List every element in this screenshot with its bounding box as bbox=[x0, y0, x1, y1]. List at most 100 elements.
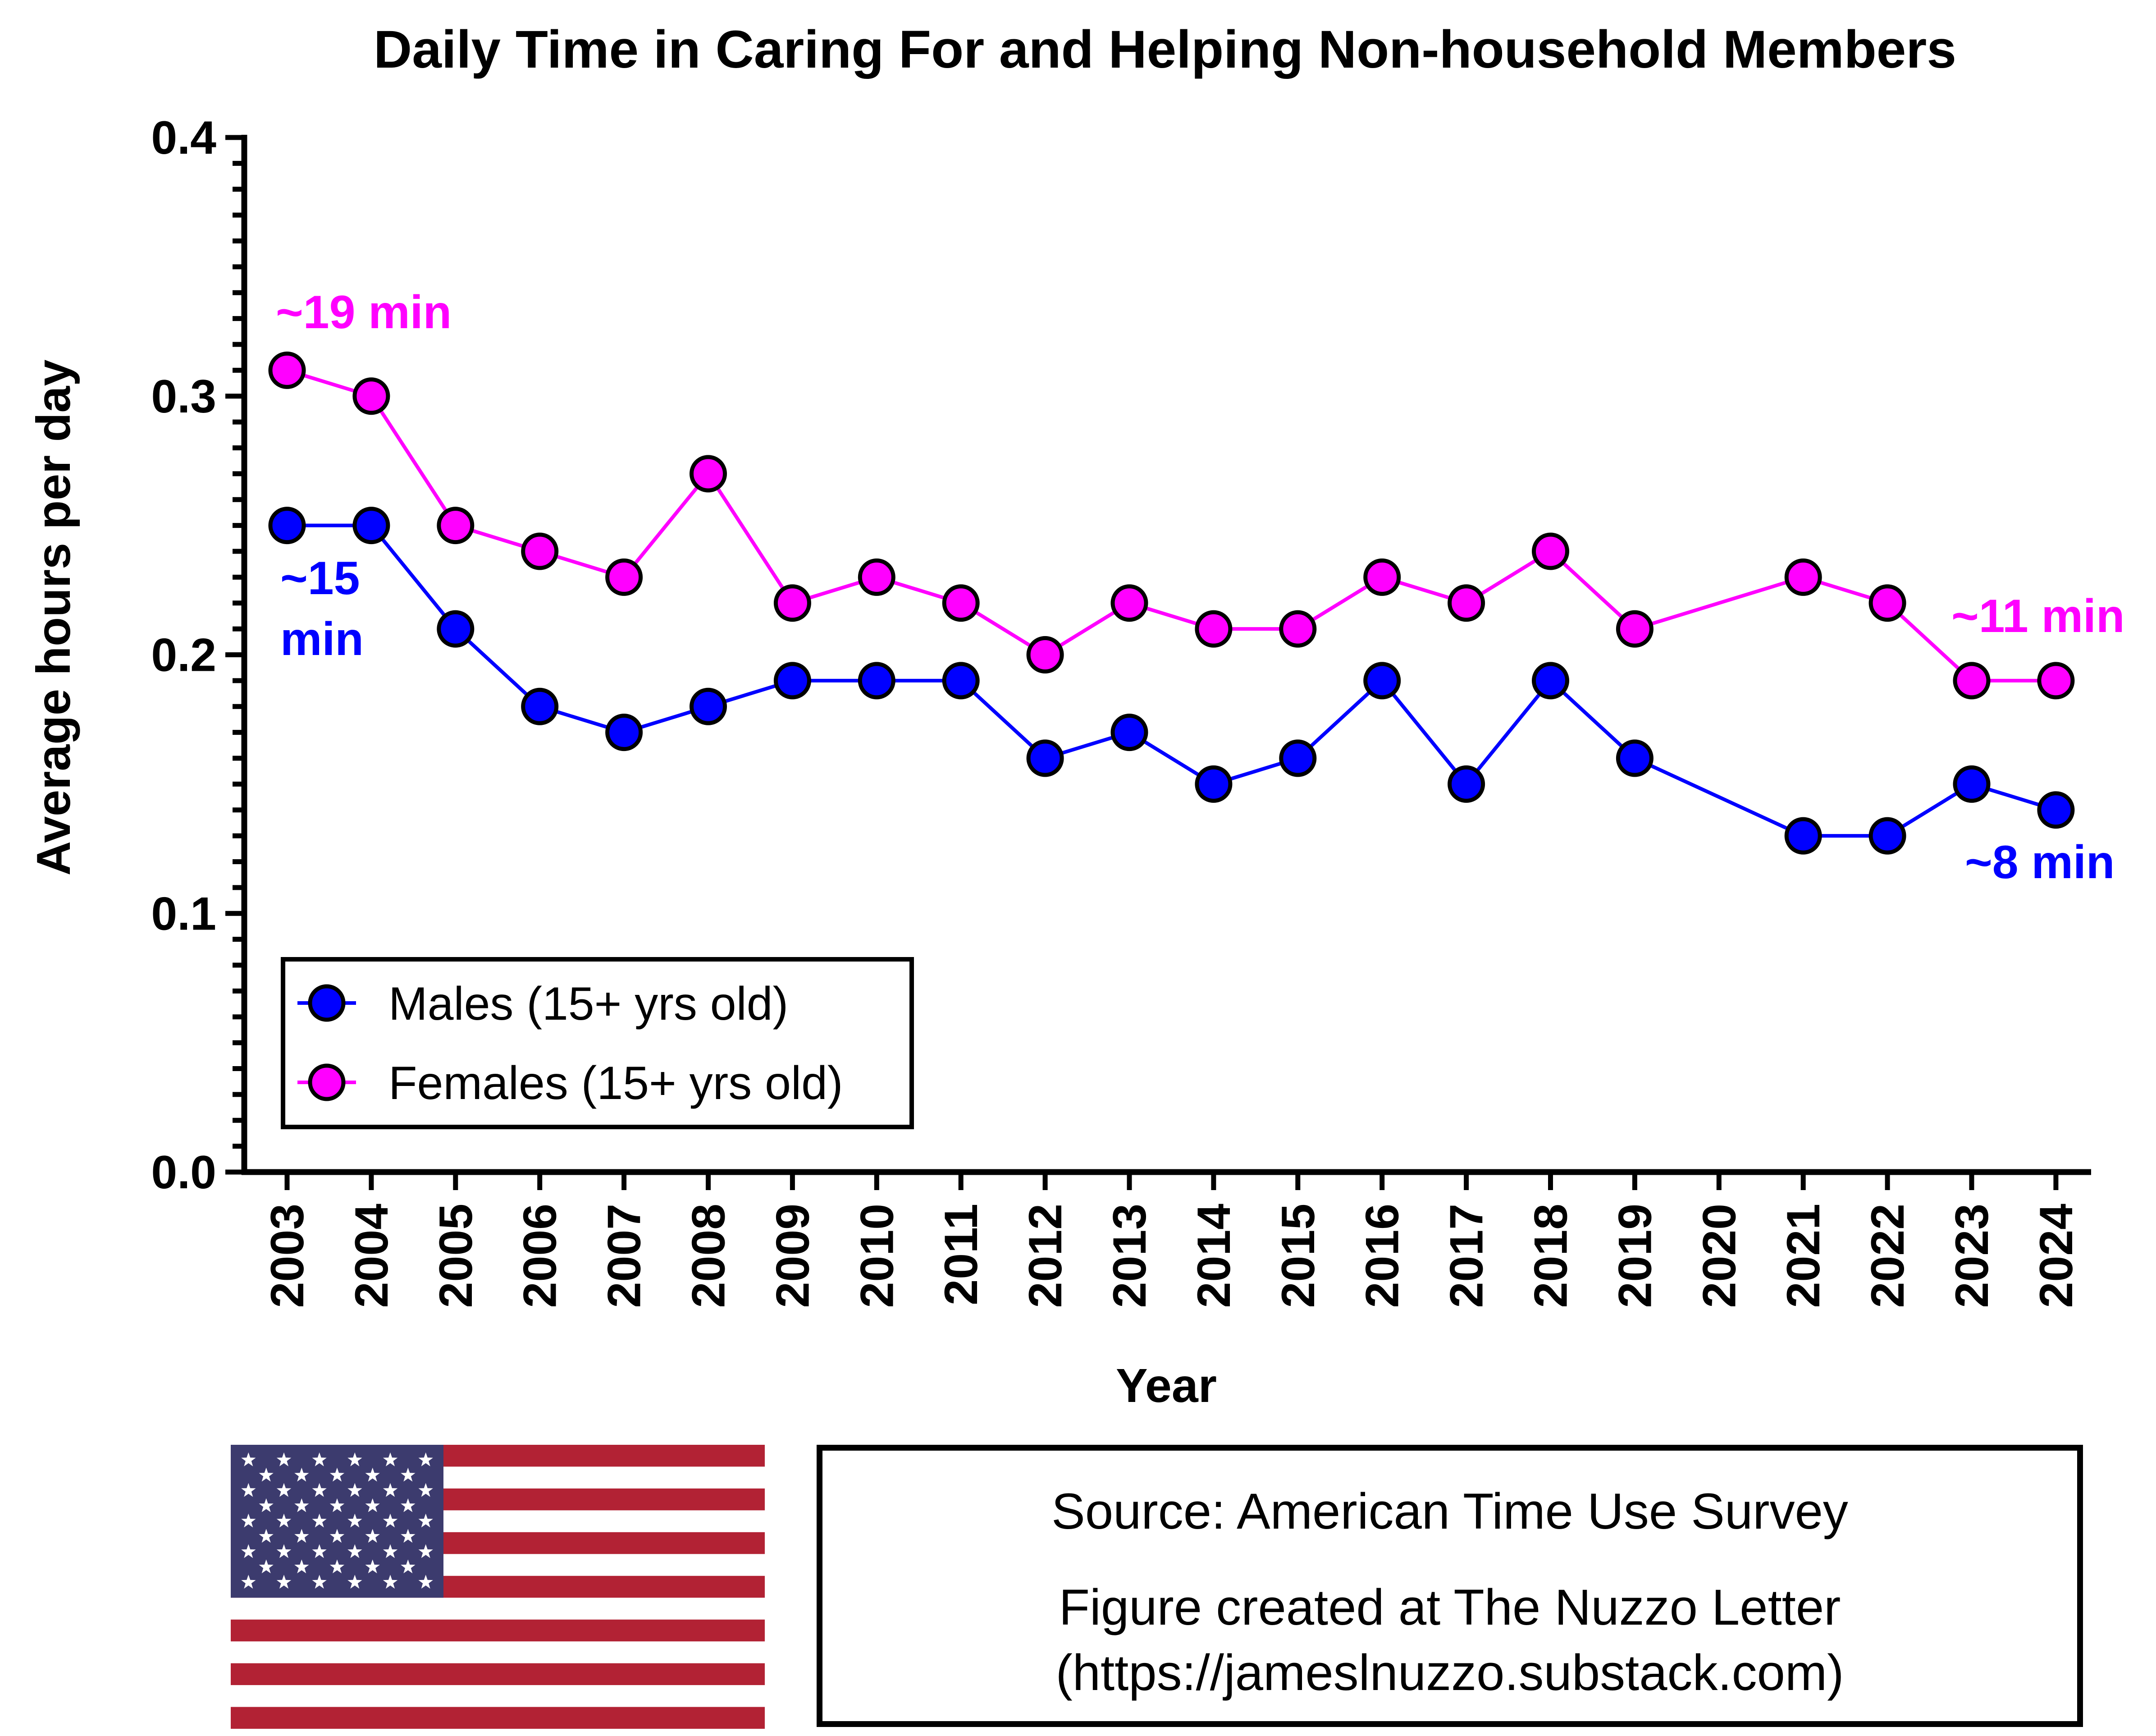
flag-star bbox=[401, 1467, 416, 1482]
data-point bbox=[521, 687, 559, 725]
data-point bbox=[1532, 662, 1569, 700]
us-flag bbox=[231, 1445, 765, 1729]
legend-box bbox=[281, 957, 914, 1129]
data-point bbox=[605, 558, 643, 596]
flag-star bbox=[383, 1513, 398, 1528]
legend-label: Males (15+ yrs old) bbox=[388, 978, 788, 1030]
x-tick-label: 2007 bbox=[598, 1204, 651, 1308]
data-point bbox=[1953, 662, 1991, 700]
flag-star bbox=[259, 1467, 274, 1482]
y-tick-label: 0.4 bbox=[151, 112, 216, 164]
x-tick-label: 2021 bbox=[1777, 1204, 1830, 1308]
data-point bbox=[1532, 532, 1569, 570]
flag-star bbox=[347, 1452, 362, 1466]
data-point bbox=[858, 558, 895, 596]
flag-star bbox=[312, 1452, 327, 1466]
x-tick-label: 2024 bbox=[2030, 1204, 2083, 1308]
flag-star bbox=[329, 1498, 345, 1512]
series-line bbox=[286, 368, 2056, 682]
data-point bbox=[1195, 765, 1233, 803]
y-tick-label: 0.3 bbox=[151, 371, 216, 423]
flag-star bbox=[276, 1513, 292, 1528]
source-text: Source: American Time Use Survey bbox=[1051, 1483, 1848, 1539]
data-point bbox=[1448, 584, 1485, 622]
flag-star bbox=[365, 1529, 380, 1543]
flag-star bbox=[418, 1483, 433, 1497]
data-point bbox=[773, 662, 811, 700]
flag-star bbox=[312, 1483, 327, 1497]
flag-star bbox=[365, 1467, 380, 1482]
data-point bbox=[1784, 558, 1822, 596]
flag-star bbox=[383, 1544, 398, 1558]
flag-star bbox=[276, 1452, 292, 1466]
x-tick-label: 2003 bbox=[261, 1204, 314, 1308]
flag-star bbox=[329, 1467, 345, 1482]
flag-star bbox=[401, 1559, 416, 1574]
data-point bbox=[1448, 765, 1485, 803]
annotation-line: ~15 bbox=[280, 552, 360, 605]
x-tick-label: 2004 bbox=[346, 1204, 398, 1308]
flag-star bbox=[329, 1529, 345, 1543]
chart-title: Daily Time in Caring For and Helping Non… bbox=[374, 20, 1956, 79]
flag-star bbox=[347, 1575, 362, 1589]
data-point bbox=[605, 714, 643, 751]
data-point bbox=[1026, 739, 1064, 777]
x-tick-label: 2017 bbox=[1441, 1204, 1493, 1308]
data-point bbox=[942, 662, 980, 700]
data-point bbox=[1953, 765, 1991, 803]
flag-star bbox=[418, 1544, 433, 1558]
flag-star bbox=[294, 1529, 309, 1543]
x-tick-label: 2008 bbox=[683, 1204, 735, 1308]
data-point bbox=[521, 532, 559, 570]
flag-star bbox=[365, 1559, 380, 1574]
flag-stripe bbox=[231, 1619, 765, 1642]
flag-star bbox=[241, 1513, 256, 1528]
data-point bbox=[1279, 610, 1317, 648]
x-tick-label: 2013 bbox=[1104, 1204, 1156, 1308]
x-tick-label: 2015 bbox=[1272, 1204, 1325, 1308]
data-point bbox=[1026, 636, 1064, 673]
legend-label: Females (15+ yrs old) bbox=[388, 1057, 843, 1109]
flag-star bbox=[312, 1544, 327, 1558]
flag-star bbox=[312, 1575, 327, 1589]
data-point bbox=[1616, 610, 1654, 648]
flag-star bbox=[276, 1544, 292, 1558]
x-tick-label: 2022 bbox=[1862, 1204, 1914, 1308]
data-point bbox=[1868, 817, 1906, 855]
data-point bbox=[690, 687, 727, 725]
x-tick-label: 2018 bbox=[1525, 1204, 1577, 1308]
data-point bbox=[437, 507, 475, 545]
data-point bbox=[1363, 662, 1401, 700]
data-point bbox=[352, 507, 390, 545]
data-point bbox=[690, 455, 727, 493]
x-axis-label: Year bbox=[1116, 1359, 1217, 1412]
flag-star bbox=[329, 1559, 345, 1574]
flag-star bbox=[259, 1529, 274, 1543]
flag-star bbox=[347, 1483, 362, 1497]
flag-star bbox=[418, 1575, 433, 1589]
flag-star bbox=[418, 1452, 433, 1466]
x-tick-label: 2011 bbox=[935, 1204, 987, 1305]
axes: 0.0 0.1 0.2 0.3 0.4 2003 2004 2005 2006 2007 2008 2… bbox=[151, 112, 2091, 1308]
x-tick-label: 2010 bbox=[851, 1204, 903, 1308]
data-point bbox=[1868, 584, 1906, 622]
flag-star bbox=[383, 1483, 398, 1497]
flag-star bbox=[383, 1575, 398, 1589]
data-point bbox=[268, 507, 306, 545]
data-point bbox=[352, 377, 390, 415]
flag-star bbox=[241, 1575, 256, 1589]
data-point bbox=[2037, 791, 2075, 829]
flag-star bbox=[241, 1483, 256, 1497]
legend-marker bbox=[308, 1063, 346, 1101]
data-point bbox=[2037, 662, 2075, 700]
series-layer bbox=[268, 351, 2075, 855]
flag-star bbox=[312, 1513, 327, 1528]
flag-star bbox=[418, 1513, 433, 1528]
annotation-label: ~8 min bbox=[1965, 836, 2115, 889]
flag-star bbox=[241, 1452, 256, 1466]
x-tick-label: 2020 bbox=[1693, 1204, 1745, 1308]
line-chart: Daily Time in Caring For and Helping Non… bbox=[27, 20, 2124, 1412]
annotation-label: ~15 min bbox=[280, 552, 364, 665]
data-point bbox=[1784, 817, 1822, 855]
flag-star bbox=[347, 1544, 362, 1558]
